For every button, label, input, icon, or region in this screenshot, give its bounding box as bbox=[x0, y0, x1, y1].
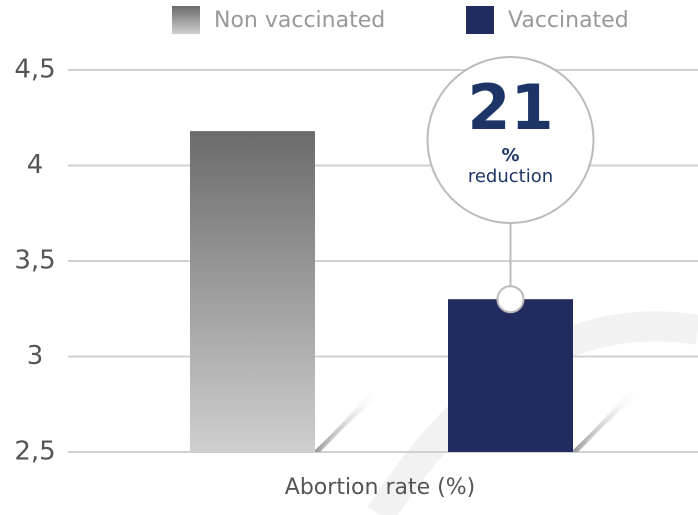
legend-swatch bbox=[466, 6, 494, 34]
bar bbox=[448, 299, 573, 452]
y-tick-label: 3,5 bbox=[14, 246, 55, 276]
legend-swatch bbox=[172, 6, 200, 34]
bar-shadow bbox=[315, 392, 385, 452]
annotation-text: reduction bbox=[468, 166, 553, 187]
annotation-dot bbox=[496, 285, 525, 314]
y-tick-label: 4,5 bbox=[14, 55, 55, 85]
bar bbox=[190, 131, 315, 452]
annotation-number: 21 bbox=[467, 71, 553, 144]
bar-shadow bbox=[573, 392, 643, 452]
y-tick-label: 2,5 bbox=[14, 437, 55, 467]
y-tick-label: 4 bbox=[27, 150, 44, 180]
legend-label: Vaccinated bbox=[508, 8, 629, 33]
annotation-unit: % bbox=[501, 145, 519, 166]
annotation-circle bbox=[426, 56, 595, 224]
x-axis-label: Abortion rate (%) bbox=[285, 475, 475, 500]
legend-label: Non vaccinated bbox=[214, 8, 385, 33]
y-tick-label: 3 bbox=[27, 341, 44, 371]
